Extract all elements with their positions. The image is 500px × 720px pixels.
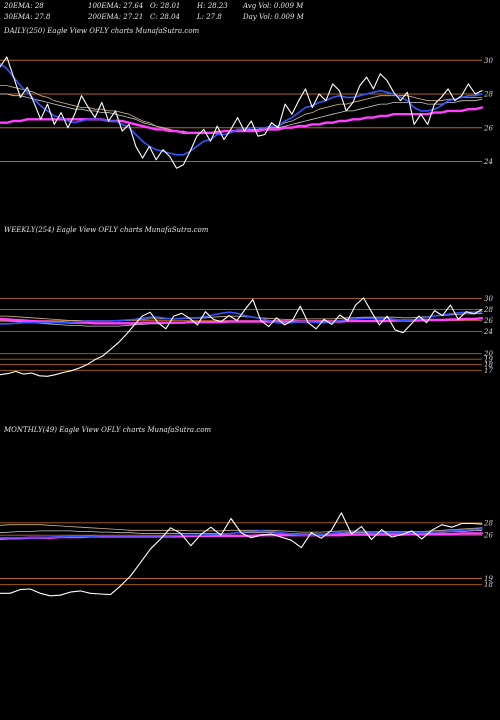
stat-ema100: 100EMA: 27.64	[88, 2, 144, 10]
daily-y-tick-1: 28	[483, 91, 493, 99]
monthly-y-tick-1: 26	[483, 532, 493, 540]
weekly-y-tick-2: 26	[483, 317, 493, 325]
weekly-y-tick-7: 17	[484, 367, 493, 375]
daily-panel-label: DAILY(250) Eagle View OFLY charts Munafa…	[4, 27, 200, 35]
weekly-y-tick-6: 18	[484, 361, 493, 369]
daily-series-ema-blue	[0, 62, 483, 156]
daily-y-tick-2: 26	[483, 124, 493, 132]
daily-series-ema-tan	[0, 85, 483, 134]
weekly-y-tick-1: 28	[483, 306, 493, 314]
daily-series-price	[0, 56, 483, 169]
stat-low: L: 27.8	[197, 13, 222, 21]
daily-series-ema-magenta	[0, 106, 484, 135]
daily-y-tick-3: 24	[483, 158, 493, 166]
stat-high: H: 28.23	[197, 2, 228, 10]
stat-open: O: 28.01	[150, 2, 181, 10]
stat-close: C: 28.04	[150, 13, 180, 21]
stat-avg-vol: Avg Vol: 0.009 M	[243, 2, 304, 10]
monthly-series-ema-tan	[0, 524, 483, 533]
weekly-y-tick-0: 30	[484, 295, 493, 303]
monthly-y-tick-3: 18	[484, 581, 493, 589]
weekly-panel-label: WEEKLY(254) Eagle View OFLY charts Munaf…	[4, 226, 209, 234]
stat-ema30: 30EMA: 27.8	[4, 13, 51, 21]
weekly-y-tick-5: 19	[484, 356, 493, 364]
weekly-series-price	[0, 297, 483, 377]
stat-ema20: 20EMA: 28	[4, 2, 44, 10]
weekly-y-tick-3: 24	[483, 328, 493, 336]
weekly-series-ema-tan	[0, 312, 483, 322]
monthly-y-tick-0: 28	[483, 519, 493, 527]
monthly-panel-label: MONTHLY(49) Eagle View OFLY charts Munaf…	[4, 426, 212, 434]
weekly-y-tick-4: 20	[483, 350, 493, 358]
monthly-series-price	[0, 512, 483, 597]
stat-ema200: 200EMA: 27.21	[88, 13, 144, 21]
monthly-y-tick-2: 19	[484, 575, 493, 583]
stat-day-vol: Day Vol: 0.009 M	[243, 13, 304, 21]
daily-y-tick-0: 30	[484, 57, 493, 65]
